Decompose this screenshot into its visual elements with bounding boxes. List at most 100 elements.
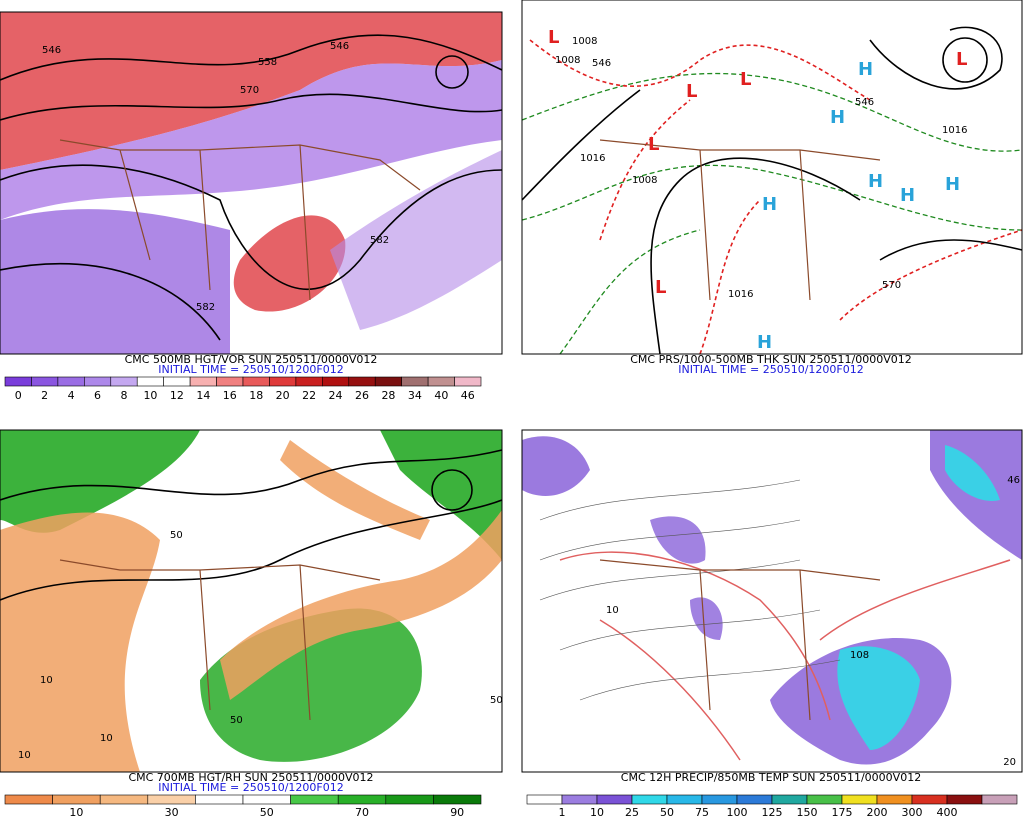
rh-moist xyxy=(380,430,502,560)
high-marker: H xyxy=(945,174,960,195)
colorbar-swatch xyxy=(147,794,196,805)
colorbar-swatch xyxy=(433,794,482,805)
colorbar-swatch xyxy=(806,794,843,805)
low-marker: L xyxy=(548,27,559,48)
colorbar-swatch xyxy=(526,794,563,805)
low-marker: L xyxy=(648,134,659,155)
contour-label: 546 xyxy=(42,45,61,56)
colorbar-swatch xyxy=(911,794,948,805)
colorbar-swatch xyxy=(242,794,291,805)
precip-area xyxy=(837,646,920,750)
contour-label: 10 xyxy=(18,750,31,761)
colorbar-swatch xyxy=(946,794,983,805)
height-contour xyxy=(0,93,503,121)
colorbar-label: 175 xyxy=(832,806,853,819)
high-marker: H xyxy=(868,171,883,192)
contour-label: 46 xyxy=(1007,475,1020,486)
contour-label: 1008 xyxy=(555,55,580,66)
colorbar-label: 46 xyxy=(461,389,475,402)
vort-band xyxy=(330,150,502,330)
colorbar-swatch xyxy=(701,794,738,805)
rh-dry xyxy=(280,440,430,540)
colorbar-label: 28 xyxy=(381,389,395,402)
contour-label: 50 xyxy=(490,695,503,706)
low-marker: L xyxy=(655,277,666,298)
isobar xyxy=(521,26,1023,355)
colorbar-swatch xyxy=(454,376,482,387)
contour-label: 1016 xyxy=(942,125,967,136)
colorbar-swatch xyxy=(110,376,138,387)
colorbar-label: 50 xyxy=(260,806,274,819)
contour-label: 570 xyxy=(882,280,901,291)
contour-label: 10 xyxy=(40,675,53,686)
colorbar-label: 24 xyxy=(329,389,343,402)
colorbar-swatch xyxy=(31,376,59,387)
colorbar-label: 1 xyxy=(559,806,566,819)
isobar xyxy=(942,37,988,83)
panel-subtitle: INITIAL TIME = 250510/1200F012 xyxy=(678,363,863,376)
colorbar-swatch xyxy=(290,794,339,805)
thickness-contour xyxy=(521,72,1023,355)
colorbar-label: 150 xyxy=(797,806,818,819)
high-marker: H xyxy=(830,107,845,128)
colorbar-swatch xyxy=(163,376,191,387)
rh-moist xyxy=(0,430,200,533)
panel-subtitle: INITIAL TIME = 250510/1200F012 xyxy=(158,781,343,794)
colorbar-swatch xyxy=(216,376,244,387)
colorbar-swatch xyxy=(295,376,323,387)
colorbar-label: 400 xyxy=(937,806,958,819)
colorbar-swatch xyxy=(337,794,387,805)
precip-area xyxy=(522,436,590,496)
contour-label: 10 xyxy=(100,733,113,744)
colorbar-swatch xyxy=(841,794,878,805)
contour-label: 546 xyxy=(855,97,874,108)
colorbar-swatch xyxy=(427,376,455,387)
low-marker: L xyxy=(686,81,697,102)
colorbar-label: 200 xyxy=(867,806,888,819)
rh-dry xyxy=(0,512,160,772)
height-contour xyxy=(0,263,221,341)
colorbar-label: 20 xyxy=(276,389,290,402)
colorbar-swatch xyxy=(385,794,434,805)
precip-area xyxy=(650,516,723,640)
colorbar-label: 8 xyxy=(121,389,128,402)
high-marker: H xyxy=(757,332,772,353)
colorbar-label: 10 xyxy=(143,389,157,402)
contour-label: 558 xyxy=(258,57,277,68)
high-marker: H xyxy=(900,185,915,206)
colorbar-label: 10 xyxy=(590,806,604,819)
panel-subtitle: INITIAL TIME = 250510/1200F012 xyxy=(158,363,343,376)
colorbar-swatch xyxy=(136,376,164,387)
contour-label: 50 xyxy=(230,715,243,726)
colorbar-label: 16 xyxy=(223,389,237,402)
colorbar-label: 70 xyxy=(355,806,369,819)
low-marker: L xyxy=(956,49,967,70)
colorbar-label: 34 xyxy=(408,389,422,402)
vort-band xyxy=(0,209,230,354)
contour-label: 1008 xyxy=(572,36,597,47)
colorbar-label: 22 xyxy=(302,389,316,402)
colorbar-label: 10 xyxy=(69,806,83,819)
colorbar-swatch xyxy=(189,376,217,387)
contour-label: 50 xyxy=(170,530,183,541)
state-borders xyxy=(599,139,881,301)
panel-title: CMC PRS/1000-500MB THK SUN 250511/0000V0… xyxy=(630,353,911,366)
colorbar-label: 125 xyxy=(762,806,783,819)
colorbar-swatch xyxy=(736,794,773,805)
contour-label: 546 xyxy=(330,41,349,52)
temp-contour xyxy=(539,479,841,701)
colorbar-label: 2 xyxy=(41,389,48,402)
colorbar-label: 0 xyxy=(15,389,22,402)
colorbar-label: 12 xyxy=(170,389,184,402)
state-borders xyxy=(59,559,381,721)
height-contour xyxy=(0,34,503,81)
colorbar-swatch xyxy=(631,794,668,805)
colorbar-swatch xyxy=(242,376,270,387)
thickness-contour xyxy=(529,39,1023,355)
colorbar-label: 75 xyxy=(695,806,709,819)
map-frame xyxy=(0,11,503,355)
panel-pressure: L L L L L L H H H H H H H 1008 1008 1008… xyxy=(521,0,1023,355)
low-marker: L xyxy=(740,69,751,90)
colorbar-swatch xyxy=(981,794,1018,805)
rh-dry xyxy=(220,510,502,700)
